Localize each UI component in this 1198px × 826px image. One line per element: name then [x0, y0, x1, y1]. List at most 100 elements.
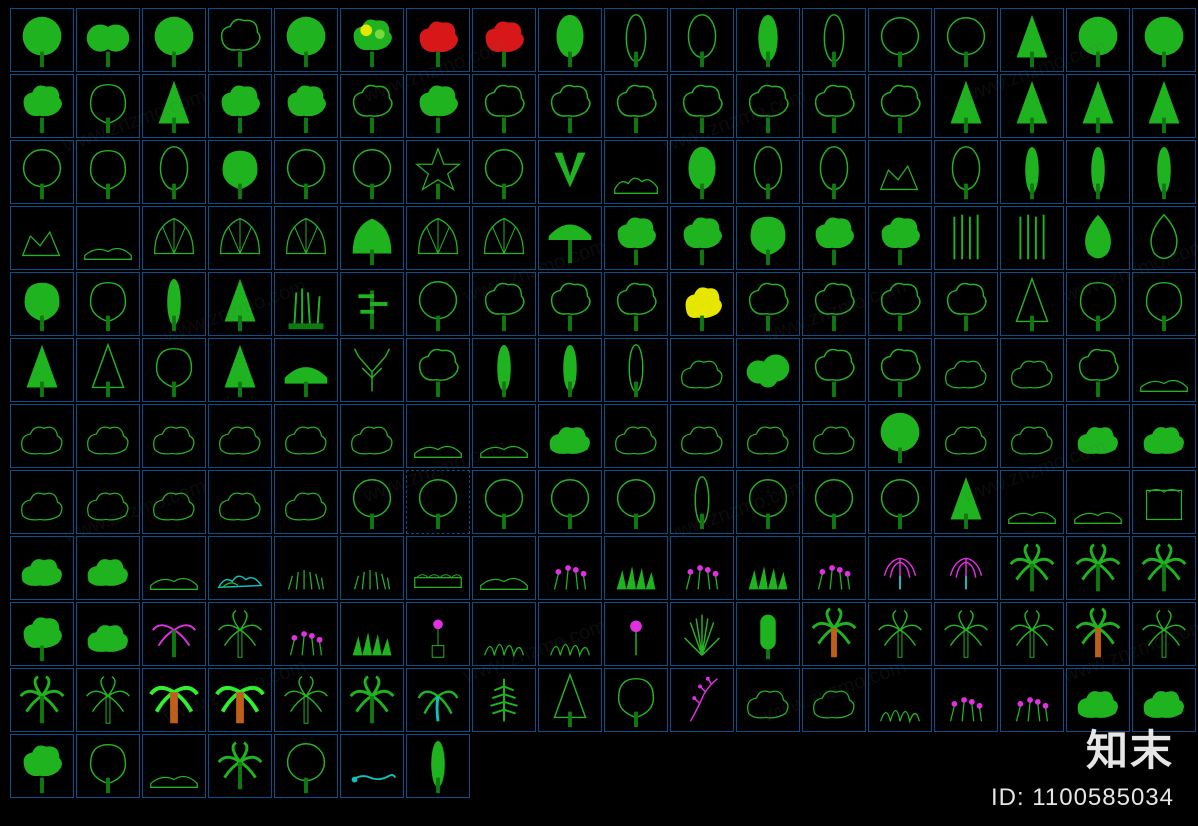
block-thumbnail[interactable]: [1000, 272, 1064, 336]
block-thumbnail[interactable]: [802, 338, 866, 402]
block-thumbnail[interactable]: [76, 734, 140, 798]
block-thumbnail[interactable]: [1066, 140, 1130, 204]
block-thumbnail[interactable]: [538, 404, 602, 468]
block-thumbnail[interactable]: [802, 8, 866, 72]
block-thumbnail[interactable]: [670, 404, 734, 468]
block-thumbnail[interactable]: [208, 404, 272, 468]
block-thumbnail[interactable]: [802, 206, 866, 270]
block-thumbnail[interactable]: [868, 8, 932, 72]
block-thumbnail[interactable]: [1132, 404, 1196, 468]
block-thumbnail[interactable]: [208, 536, 272, 600]
block-thumbnail[interactable]: [1132, 536, 1196, 600]
block-thumbnail[interactable]: [406, 602, 470, 666]
block-thumbnail[interactable]: [208, 470, 272, 534]
block-thumbnail[interactable]: [472, 74, 536, 138]
block-thumbnail[interactable]: [736, 404, 800, 468]
block-thumbnail[interactable]: [142, 338, 206, 402]
block-thumbnail[interactable]: [538, 470, 602, 534]
block-thumbnail[interactable]: [1000, 668, 1064, 732]
block-thumbnail[interactable]: [274, 74, 338, 138]
block-thumbnail[interactable]: [802, 74, 866, 138]
block-thumbnail[interactable]: [274, 470, 338, 534]
block-thumbnail[interactable]: [538, 668, 602, 732]
block-thumbnail[interactable]: [274, 8, 338, 72]
block-thumbnail[interactable]: [868, 74, 932, 138]
block-thumbnail[interactable]: [340, 536, 404, 600]
block-thumbnail[interactable]: [340, 668, 404, 732]
block-thumbnail[interactable]: [76, 8, 140, 72]
block-thumbnail[interactable]: [274, 536, 338, 600]
block-thumbnail[interactable]: [604, 338, 668, 402]
block-thumbnail[interactable]: [670, 338, 734, 402]
block-thumbnail[interactable]: [604, 668, 668, 732]
block-thumbnail[interactable]: [868, 404, 932, 468]
block-thumbnail[interactable]: [76, 602, 140, 666]
block-thumbnail[interactable]: [142, 602, 206, 666]
block-thumbnail[interactable]: [736, 8, 800, 72]
block-thumbnail[interactable]: [10, 140, 74, 204]
block-thumbnail[interactable]: [472, 140, 536, 204]
block-thumbnail[interactable]: [604, 206, 668, 270]
block-thumbnail[interactable]: [340, 404, 404, 468]
block-thumbnail[interactable]: [208, 338, 272, 402]
block-thumbnail[interactable]: [274, 338, 338, 402]
block-thumbnail[interactable]: [10, 734, 74, 798]
block-thumbnail[interactable]: [1132, 470, 1196, 534]
block-thumbnail[interactable]: [670, 206, 734, 270]
block-thumbnail[interactable]: [670, 668, 734, 732]
block-thumbnail[interactable]: [274, 404, 338, 468]
block-thumbnail[interactable]: [472, 470, 536, 534]
block-thumbnail[interactable]: [10, 668, 74, 732]
block-thumbnail[interactable]: [10, 338, 74, 402]
block-thumbnail[interactable]: [208, 602, 272, 666]
block-thumbnail[interactable]: [1132, 8, 1196, 72]
block-thumbnail[interactable]: [340, 8, 404, 72]
block-thumbnail[interactable]: [208, 140, 272, 204]
block-thumbnail[interactable]: [472, 536, 536, 600]
block-thumbnail[interactable]: [1066, 74, 1130, 138]
block-thumbnail[interactable]: [670, 536, 734, 600]
block-thumbnail[interactable]: [736, 536, 800, 600]
block-thumbnail[interactable]: [868, 206, 932, 270]
block-thumbnail[interactable]: [142, 404, 206, 468]
block-thumbnail[interactable]: [406, 734, 470, 798]
block-thumbnail[interactable]: [670, 8, 734, 72]
block-thumbnail[interactable]: [1132, 338, 1196, 402]
block-thumbnail[interactable]: [1000, 536, 1064, 600]
block-thumbnail[interactable]: [274, 602, 338, 666]
block-thumbnail[interactable]: [340, 140, 404, 204]
block-thumbnail[interactable]: [604, 404, 668, 468]
block-thumbnail[interactable]: [472, 338, 536, 402]
block-thumbnail[interactable]: [736, 140, 800, 204]
block-thumbnail[interactable]: [10, 8, 74, 72]
block-thumbnail[interactable]: [1132, 272, 1196, 336]
block-thumbnail[interactable]: [10, 272, 74, 336]
block-thumbnail[interactable]: [208, 8, 272, 72]
block-thumbnail[interactable]: [340, 734, 404, 798]
block-thumbnail[interactable]: [142, 140, 206, 204]
block-thumbnail[interactable]: [142, 734, 206, 798]
block-thumbnail[interactable]: [802, 404, 866, 468]
block-thumbnail[interactable]: [736, 206, 800, 270]
block-thumbnail[interactable]: [10, 602, 74, 666]
block-thumbnail[interactable]: [802, 602, 866, 666]
block-thumbnail[interactable]: [406, 272, 470, 336]
block-thumbnail[interactable]: [934, 602, 998, 666]
block-thumbnail[interactable]: [934, 272, 998, 336]
block-thumbnail[interactable]: [934, 536, 998, 600]
block-thumbnail[interactable]: [76, 536, 140, 600]
block-thumbnail[interactable]: [340, 338, 404, 402]
block-thumbnail[interactable]: [340, 206, 404, 270]
block-thumbnail[interactable]: [934, 404, 998, 468]
block-thumbnail[interactable]: [10, 74, 74, 138]
block-thumbnail[interactable]: [538, 74, 602, 138]
block-thumbnail[interactable]: [604, 8, 668, 72]
block-thumbnail[interactable]: [1000, 140, 1064, 204]
block-thumbnail[interactable]: [274, 734, 338, 798]
block-thumbnail[interactable]: [802, 140, 866, 204]
block-thumbnail[interactable]: [868, 140, 932, 204]
block-thumbnail[interactable]: [934, 8, 998, 72]
block-thumbnail[interactable]: [868, 338, 932, 402]
block-thumbnail[interactable]: [1000, 338, 1064, 402]
block-thumbnail[interactable]: [406, 668, 470, 732]
